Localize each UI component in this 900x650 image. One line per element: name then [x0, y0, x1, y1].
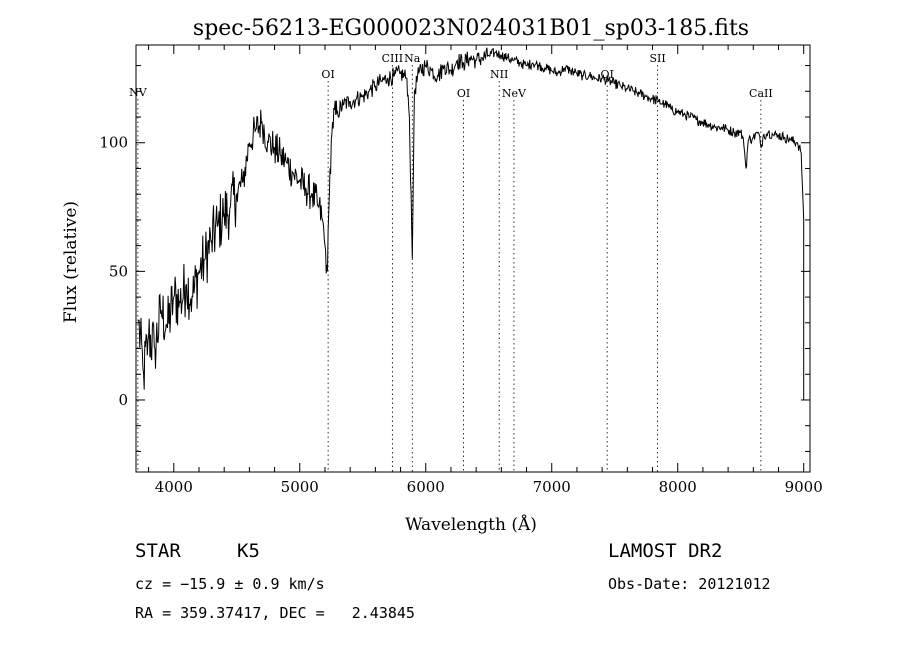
survey-label: LAMOST DR2: [608, 540, 723, 562]
x-tick-label: 4000: [155, 478, 193, 496]
spectrum-line: [138, 47, 805, 400]
redshift-text: cz = −15.9 ± 0.9 km/s: [135, 575, 325, 593]
line-marker-label: NV: [129, 86, 148, 99]
y-tick-label: 50: [109, 262, 128, 280]
line-marker-label: CaII: [749, 87, 773, 100]
x-tick-label: 6000: [407, 478, 445, 496]
coordinates-text: RA = 359.37417, DEC = 2.43845: [135, 604, 415, 622]
axes-group: 4000 5000 6000 7000 8000 9000 0 50 100: [99, 44, 823, 496]
x-tick-label: 9000: [785, 478, 823, 496]
y-tick-label: 0: [118, 391, 128, 409]
line-marker-label: CIII: [382, 52, 403, 65]
line-marker-label: OI: [321, 68, 334, 81]
line-marker-label: Na: [404, 52, 421, 65]
chart-title: spec-56213-EG000023N024031B01_sp03-185.f…: [193, 16, 749, 41]
spectrum-series-group: [138, 47, 805, 400]
x-tick-label: 8000: [659, 478, 697, 496]
line-marker-label: NII: [490, 68, 508, 81]
x-tick-label: 7000: [533, 478, 571, 496]
plot-frame: [135, 44, 811, 473]
line-marker-label: SII: [649, 52, 665, 65]
class-label: STAR: [135, 540, 181, 562]
x-tick-label: 5000: [281, 478, 319, 496]
y-tick-label: 100: [99, 134, 128, 152]
obs-date-text: Obs-Date: 20121012: [608, 575, 771, 593]
line-marker-label: OI: [457, 87, 470, 100]
subclass-label: K5: [237, 540, 260, 562]
line-marker-label: NeV: [502, 87, 527, 100]
x-axis-label: Wavelength (Å): [405, 514, 537, 535]
y-axis-label: Flux (relative): [61, 201, 81, 323]
